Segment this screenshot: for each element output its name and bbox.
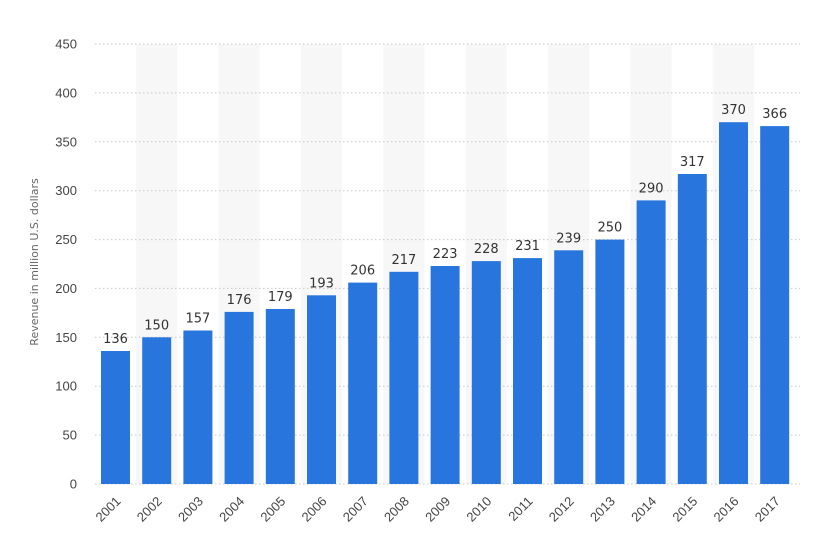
x-tick-label: 2007 — [340, 494, 371, 525]
data-label: 179 — [268, 290, 293, 305]
y-tick-label: 450 — [55, 37, 77, 52]
x-tick-label: 2008 — [381, 494, 412, 525]
data-label: 136 — [103, 332, 128, 347]
x-tick-label: 2003 — [175, 494, 206, 525]
x-tick-label: 2009 — [422, 494, 453, 525]
x-tick-label: 2011 — [505, 494, 535, 524]
x-tick-label: 2010 — [463, 494, 494, 525]
data-label: 290 — [639, 181, 664, 196]
bar[interactable] — [636, 200, 666, 484]
bar[interactable] — [101, 351, 130, 484]
bar[interactable] — [595, 239, 625, 484]
y-tick-label: 150 — [55, 330, 77, 345]
data-label: 231 — [515, 239, 540, 254]
y-tick-label: 350 — [55, 134, 77, 149]
bar[interactable] — [719, 122, 748, 484]
x-tick-label: 2014 — [628, 494, 659, 525]
bar[interactable] — [265, 309, 295, 484]
bar[interactable] — [183, 330, 213, 485]
x-tick-label: 2015 — [669, 494, 700, 525]
y-axis-tick-labels: 0 50 100 150 200 250 300 350 400 450 — [55, 37, 77, 492]
bar[interactable] — [430, 266, 460, 484]
bar[interactable] — [760, 126, 790, 484]
bar[interactable] — [224, 311, 254, 484]
bar-series — [101, 122, 790, 485]
bar[interactable] — [348, 282, 378, 484]
data-label: 370 — [721, 103, 746, 118]
data-label: 250 — [597, 221, 622, 236]
bar[interactable] — [554, 250, 584, 484]
bar[interactable] — [142, 337, 172, 484]
data-label: 176 — [227, 293, 252, 308]
data-label: 223 — [433, 247, 458, 262]
data-label: 366 — [762, 107, 787, 122]
x-tick-label: 2016 — [711, 494, 742, 525]
x-axis-tick-labels: 2001 2002 2003 2004 2005 2006 2007 2008 2009 2010… — [93, 494, 783, 525]
data-label: 206 — [350, 264, 375, 279]
data-label: 228 — [474, 242, 499, 257]
bar[interactable] — [677, 174, 707, 484]
bar[interactable] — [471, 261, 501, 484]
data-label: 217 — [391, 253, 416, 268]
data-label: 193 — [309, 276, 334, 291]
bar[interactable] — [307, 295, 336, 484]
x-tick-label: 2006 — [299, 494, 330, 525]
y-axis-label: Revenue in million U.S. dollars — [28, 178, 41, 346]
bar[interactable] — [513, 258, 542, 484]
y-tick-label: 50 — [63, 428, 77, 443]
x-tick-label: 2002 — [134, 494, 165, 525]
data-label: 157 — [185, 312, 210, 327]
y-tick-label: 250 — [55, 232, 77, 247]
data-label: 150 — [144, 318, 169, 333]
x-tick-label: 2004 — [216, 494, 247, 525]
bar[interactable] — [389, 271, 419, 484]
x-tick-label: 2013 — [587, 494, 618, 525]
data-label: 239 — [556, 231, 581, 246]
y-tick-label: 400 — [55, 85, 77, 100]
data-labels: 136 150 157 176 179 193 206 217 223 228 231 239 250 2… — [103, 103, 787, 347]
y-tick-label: 100 — [55, 379, 77, 394]
y-tick-label: 0 — [70, 477, 77, 492]
x-tick-label: 2001 — [93, 494, 124, 525]
data-label: 317 — [680, 155, 705, 170]
x-tick-label: 2005 — [257, 494, 288, 525]
x-tick-label: 2012 — [546, 494, 577, 525]
y-tick-label: 300 — [55, 183, 77, 198]
x-tick-label: 2017 — [752, 494, 783, 525]
y-tick-label: 200 — [55, 281, 77, 296]
